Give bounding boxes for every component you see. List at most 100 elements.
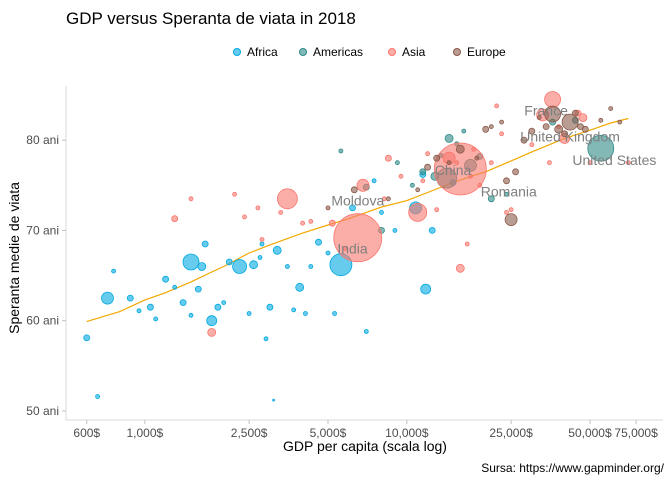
- data-point-africa: [232, 259, 248, 274]
- x-tick-label: 10,000$: [385, 426, 429, 440]
- data-point-europe: [433, 154, 441, 162]
- data-point-africa: [126, 294, 134, 302]
- data-point-asia: [408, 202, 428, 222]
- data-point-asia: [504, 209, 509, 215]
- data-point-asia: [494, 103, 500, 109]
- y-axis-title: Speranta medie de viata: [6, 182, 22, 334]
- y-tick-label: 60 ani: [26, 314, 59, 328]
- data-point-asia: [242, 214, 247, 220]
- data-point-europe: [504, 213, 518, 227]
- x-tick-label: 25,000$: [489, 426, 533, 440]
- annotations-layer: France United Kingdom China United States Mo…: [331, 102, 656, 256]
- data-point-africa: [420, 283, 432, 295]
- data-point-europe: [572, 109, 579, 117]
- data-point-africa: [259, 241, 265, 247]
- data-point-europe: [455, 144, 465, 154]
- data-point-africa: [363, 329, 369, 334]
- data-point-asia: [278, 209, 284, 215]
- data-point-americas: [409, 182, 415, 188]
- data-point-africa: [295, 282, 305, 292]
- country-label: India: [337, 241, 368, 257]
- y-tick-label: 50 ani: [26, 404, 59, 418]
- data-point-africa: [284, 264, 290, 269]
- data-point-europe: [499, 119, 505, 125]
- data-point-asia: [468, 173, 473, 179]
- data-point-americas: [394, 160, 400, 166]
- data-point-americas: [461, 128, 467, 134]
- data-point-africa: [83, 334, 91, 342]
- data-point-asia: [471, 146, 477, 152]
- axes-layer: 600$ 1,000$ 2,500$ 5,000$ 10,000$ 25,000$ 50,0…: [26, 86, 663, 440]
- data-point-europe: [617, 119, 623, 125]
- data-point-asia: [420, 178, 426, 184]
- data-point-asia: [547, 160, 552, 166]
- data-point-europe: [482, 125, 490, 133]
- data-point-africa: [182, 253, 200, 271]
- data-point-americas: [444, 133, 454, 143]
- data-point-europe: [512, 168, 519, 176]
- data-point-americas: [338, 148, 344, 154]
- data-point-europe: [544, 105, 561, 123]
- data-point-asia: [300, 220, 306, 226]
- chart-caption: Sursa: https://www.gapminder.org/: [481, 461, 664, 475]
- data-point-americas: [587, 134, 615, 162]
- data-point-asia: [433, 142, 487, 196]
- legend-marker-americas: [299, 48, 307, 56]
- country-label: United States: [572, 152, 656, 168]
- data-point-europe: [554, 124, 564, 134]
- data-point-asia: [232, 191, 238, 197]
- data-point-europe: [536, 115, 542, 120]
- data-point-asia: [488, 160, 494, 166]
- data-point-europe: [424, 163, 432, 171]
- x-axis-title: GDP per capita (scala log): [283, 438, 447, 454]
- data-point-africa: [111, 268, 116, 274]
- data-point-africa: [172, 284, 178, 290]
- data-point-africa: [371, 178, 377, 184]
- data-point-europe: [520, 136, 528, 144]
- data-point-europe: [581, 125, 589, 133]
- data-point-africa: [266, 303, 274, 311]
- data-point-asia: [625, 160, 631, 166]
- x-tick-label: 5,000$: [310, 426, 347, 440]
- data-point-africa: [308, 264, 314, 269]
- data-point-europe: [561, 130, 568, 138]
- country-label: China: [435, 162, 472, 178]
- data-point-africa: [194, 285, 202, 293]
- data-point-africa: [214, 303, 222, 311]
- data-point-asia: [308, 218, 314, 224]
- data-point-europe: [350, 186, 358, 194]
- data-point-asia: [255, 205, 261, 211]
- data-point-asia: [578, 113, 588, 122]
- y-tick-label: 70 ani: [26, 223, 59, 237]
- data-point-africa: [315, 238, 322, 246]
- data-point-africa: [153, 316, 159, 322]
- data-point-asia: [499, 131, 505, 137]
- data-point-asia: [276, 188, 298, 210]
- data-point-asia: [171, 215, 179, 223]
- country-label: France: [524, 102, 568, 118]
- legend-label: Americas: [313, 45, 363, 59]
- data-point-africa: [263, 336, 269, 342]
- data-point-africa: [201, 240, 209, 248]
- data-point-europe: [474, 155, 480, 161]
- data-point-asia: [207, 327, 217, 337]
- data-point-asia: [188, 196, 194, 202]
- data-point-asia: [477, 182, 483, 188]
- data-point-asia: [333, 213, 383, 263]
- data-point-asia: [434, 207, 440, 213]
- data-point-europe: [385, 196, 391, 202]
- data-point-africa: [325, 250, 331, 256]
- data-point-africa: [197, 262, 207, 271]
- data-point-africa: [188, 312, 194, 318]
- data-point-asia: [384, 154, 392, 162]
- data-point-africa: [257, 255, 263, 260]
- data-point-europe: [488, 124, 494, 129]
- data-point-asia: [529, 142, 535, 148]
- legend-marker-asia: [388, 48, 396, 56]
- data-point-africa: [272, 245, 282, 255]
- data-point-asia: [455, 263, 465, 273]
- data-point-europe: [528, 127, 536, 135]
- data-point-asia: [425, 151, 431, 157]
